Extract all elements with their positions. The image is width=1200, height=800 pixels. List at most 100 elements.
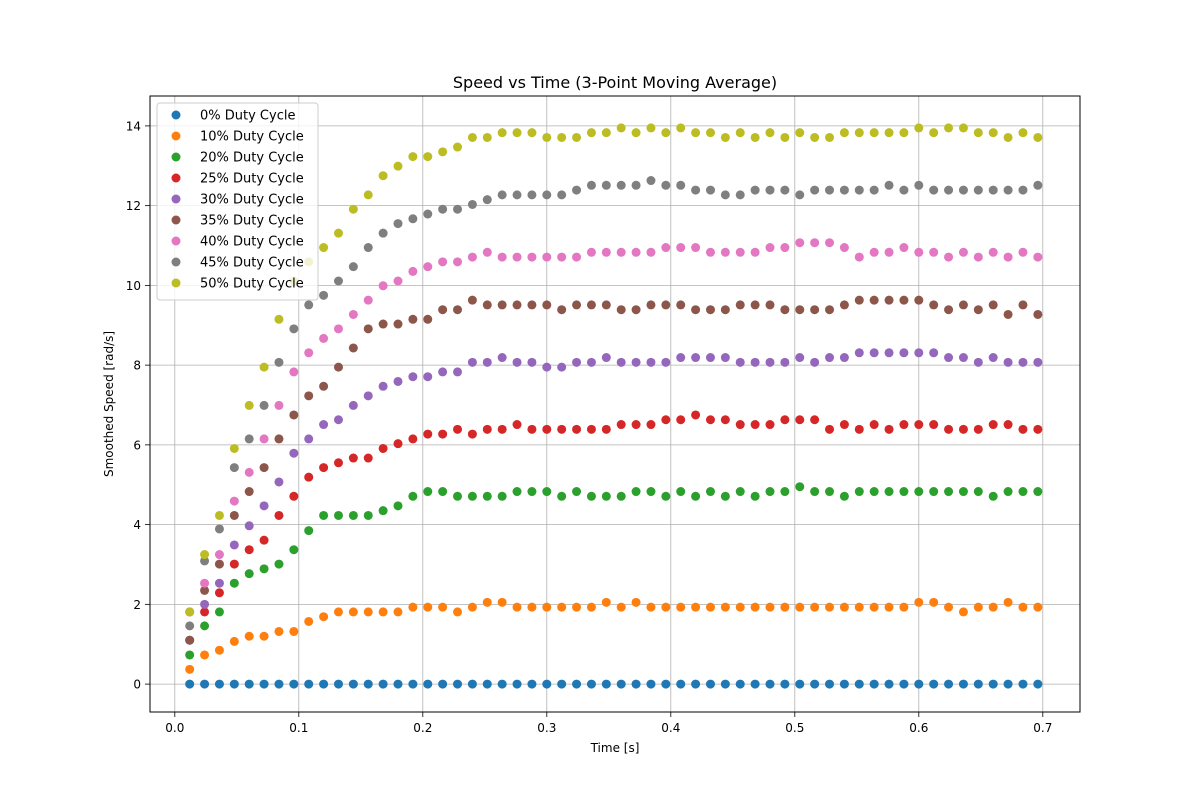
data-point: [958, 300, 968, 310]
data-point: [333, 362, 343, 372]
data-point: [527, 128, 537, 138]
data-point: [944, 424, 954, 434]
data-point: [542, 362, 552, 372]
data-point: [676, 415, 686, 425]
data-point: [423, 429, 433, 439]
data-point: [884, 348, 894, 358]
data-point: [185, 607, 195, 617]
data-point: [765, 679, 775, 689]
data-point: [869, 128, 879, 138]
data-point: [735, 190, 745, 200]
data-point: [482, 491, 492, 501]
data-point: [244, 400, 254, 410]
data-point: [631, 128, 641, 138]
data-point: [720, 132, 730, 142]
data-point: [661, 128, 671, 138]
data-point: [378, 381, 388, 391]
legend-marker: [171, 131, 181, 141]
data-point: [750, 679, 760, 689]
data-point: [200, 550, 210, 560]
data-point: [1033, 357, 1043, 367]
data-point: [363, 391, 373, 401]
data-point: [765, 185, 775, 195]
data-point: [467, 252, 477, 262]
legend-marker: [171, 215, 181, 225]
data-point: [988, 128, 998, 138]
data-point: [259, 631, 269, 641]
data-point: [512, 602, 522, 612]
data-point: [795, 679, 805, 689]
data-point: [810, 185, 820, 195]
data-point: [988, 420, 998, 430]
data-point: [1003, 420, 1013, 430]
data-point: [973, 357, 983, 367]
data-point: [661, 602, 671, 612]
data-point: [527, 679, 537, 689]
data-point: [348, 309, 358, 319]
legend-label: 40% Duty Cycle: [200, 235, 304, 250]
data-point: [1033, 424, 1043, 434]
data-point: [363, 324, 373, 334]
data-point: [1033, 132, 1043, 142]
data-point: [348, 343, 358, 353]
data-point: [661, 679, 671, 689]
data-point: [616, 247, 626, 257]
data-point: [408, 491, 418, 501]
data-point: [244, 569, 254, 579]
data-point: [691, 491, 701, 501]
data-point: [512, 252, 522, 262]
data-point: [363, 190, 373, 200]
data-point: [646, 247, 656, 257]
data-point: [304, 348, 314, 358]
data-point: [780, 602, 790, 612]
data-point: [884, 679, 894, 689]
data-point: [453, 305, 463, 315]
y-tick-label: 0: [133, 678, 141, 692]
data-point: [810, 415, 820, 425]
data-point: [661, 243, 671, 253]
data-point: [661, 491, 671, 501]
data-point: [631, 305, 641, 315]
data-point: [467, 679, 477, 689]
data-point: [661, 300, 671, 310]
data-point: [1018, 679, 1028, 689]
data-point: [1018, 602, 1028, 612]
series-0: [185, 679, 1043, 689]
data-point: [408, 314, 418, 324]
data-point: [438, 429, 448, 439]
data-point: [676, 353, 686, 363]
data-point: [795, 602, 805, 612]
data-point: [750, 300, 760, 310]
data-point: [1033, 602, 1043, 612]
data-point: [363, 679, 373, 689]
data-point: [393, 501, 403, 511]
data-point: [229, 463, 239, 473]
data-point: [1018, 128, 1028, 138]
data-point: [1003, 597, 1013, 607]
data-point: [214, 607, 224, 617]
data-point: [363, 607, 373, 617]
data-point: [214, 559, 224, 569]
data-point: [631, 420, 641, 430]
data-point: [304, 434, 314, 444]
data-point: [378, 679, 388, 689]
data-point: [958, 487, 968, 497]
data-point: [348, 679, 358, 689]
data-point: [899, 185, 909, 195]
data-point: [467, 132, 477, 142]
data-point: [229, 679, 239, 689]
data-point: [467, 357, 477, 367]
data-point: [229, 510, 239, 520]
data-point: [676, 679, 686, 689]
data-point: [691, 602, 701, 612]
data-point: [586, 128, 596, 138]
data-point: [497, 128, 507, 138]
data-point: [914, 420, 924, 430]
series-4: [185, 348, 1043, 617]
data-point: [780, 415, 790, 425]
data-point: [825, 424, 835, 434]
data-point: [304, 472, 314, 482]
series-8: [185, 123, 1043, 617]
data-point: [438, 602, 448, 612]
